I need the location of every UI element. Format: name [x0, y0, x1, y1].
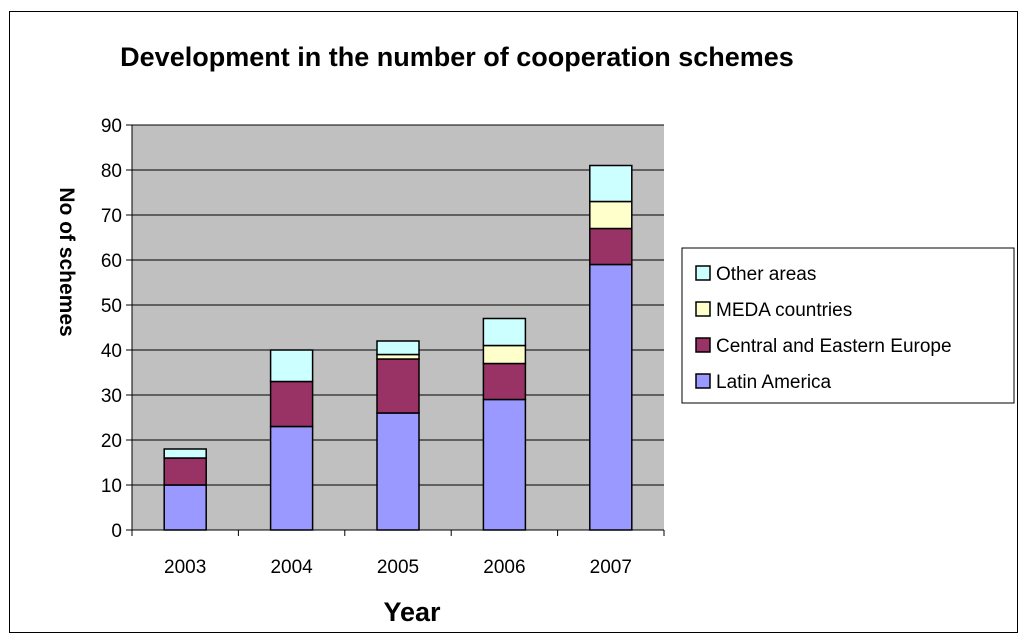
y-tick-label: 90 [101, 116, 122, 137]
chart-svg: Development in the number of cooperation… [55, 42, 1015, 627]
bar-segment [376, 412, 420, 531]
bar-segment [269, 380, 314, 428]
bar-segment [163, 457, 207, 486]
bar-segment [163, 484, 207, 531]
x-tick-label: 2006 [483, 557, 525, 578]
x-tick-label: 2004 [270, 557, 313, 578]
y-axis-title: No of schemes [55, 187, 78, 336]
x-tick-label: 2005 [377, 557, 419, 578]
legend-label: Other areas [716, 264, 816, 285]
bar-segment [589, 227, 633, 266]
legend-swatch [695, 265, 711, 281]
chart-title: Development in the number of cooperation… [120, 42, 794, 72]
legend-box [681, 247, 1015, 404]
y-tick-label: 70 [101, 206, 122, 227]
x-ticks: 2003 2004 2005 2006 2007 [131, 530, 665, 578]
bar-segment [589, 263, 633, 531]
y-tick-label: 80 [101, 161, 122, 182]
chart-frame: Development in the number of cooperation… [9, 11, 1018, 633]
bar-segment [482, 317, 527, 347]
x-tick-label: 2003 [164, 557, 206, 578]
bar-segment [589, 164, 633, 203]
y-tick-label: 50 [101, 296, 122, 317]
legend-swatch [695, 337, 711, 353]
legend-label: Latin America [716, 372, 832, 393]
legend-swatch [695, 373, 711, 389]
legend-swatch [695, 301, 711, 317]
bar-segment [482, 398, 527, 531]
y-tick-label: 20 [101, 431, 122, 452]
bar-segment [376, 340, 420, 356]
y-tick-label: 0 [111, 521, 122, 542]
y-tick-label: 30 [101, 386, 122, 407]
bar-segment [482, 362, 527, 401]
x-axis-title: Year [383, 597, 441, 627]
legend-label: MEDA countries [716, 300, 852, 321]
y-tick-label: 60 [101, 251, 122, 272]
y-ticks: 0 10 20 30 40 50 60 70 80 90 [101, 116, 132, 542]
y-tick-label: 40 [101, 341, 122, 362]
bars [163, 164, 633, 531]
bar-segment [163, 448, 207, 459]
y-tick-label: 10 [101, 476, 122, 497]
bar-segment [269, 349, 314, 383]
bar-segment [269, 425, 314, 531]
legend-label: Central and Eastern Europe [716, 336, 952, 357]
legend: Other areas MEDA countries Central and Eas… [681, 247, 1015, 404]
bar-segment [589, 200, 633, 230]
bar-segment [482, 344, 527, 365]
bar-segment [376, 358, 420, 414]
x-tick-label: 2007 [590, 557, 632, 578]
